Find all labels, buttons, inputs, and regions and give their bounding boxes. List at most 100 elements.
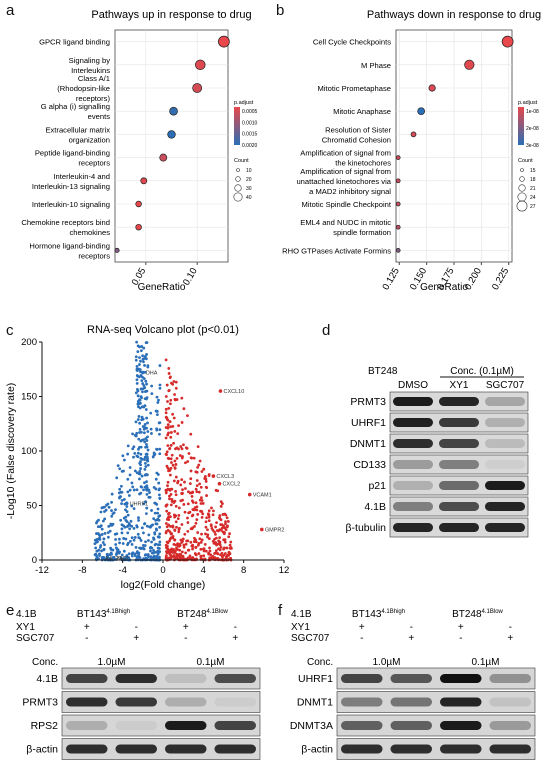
c-volcano-point xyxy=(136,532,140,536)
c-volcano-point xyxy=(184,542,188,546)
c-volcano-point xyxy=(145,524,149,528)
c-volcano-point xyxy=(166,423,170,427)
c-volcano-point xyxy=(170,555,174,558)
c-volcano-point xyxy=(176,548,179,551)
a-chart-title: Pathways up in response to drug xyxy=(91,9,251,21)
c-volcano-point xyxy=(219,504,223,508)
c-volcano-point xyxy=(149,411,153,415)
c-volcano-point xyxy=(144,500,147,504)
a-legend-color-tick: 0.0005 xyxy=(242,109,258,115)
f-group-label: BT2484.1Blow xyxy=(452,609,503,620)
c-chart-title: RNA-seq Volcano plot (p<0.01) xyxy=(87,324,239,336)
c-volcano-point xyxy=(145,506,149,510)
c-volcano-point xyxy=(156,552,160,556)
c-volcano-point xyxy=(139,491,143,495)
c-volcano-point xyxy=(156,507,160,511)
c-volcano-point xyxy=(184,446,188,450)
c-volcano-point xyxy=(171,535,175,538)
d-row-label: β-tubulin xyxy=(346,522,387,534)
c-labeled-point xyxy=(211,474,216,478)
c-volcano-point xyxy=(141,382,145,385)
f-treatment-label: XY1 xyxy=(291,622,310,633)
c-volcano-point xyxy=(133,552,137,556)
c-volcano-point xyxy=(223,540,227,544)
c-volcano-point xyxy=(120,502,123,506)
c-volcano-point xyxy=(124,515,128,519)
c-volcano-point xyxy=(204,532,207,536)
c-volcano-point xyxy=(209,524,213,528)
f-blot-band xyxy=(489,697,531,707)
f-conc-label: Conc. xyxy=(307,657,333,668)
c-volcano-point xyxy=(117,551,121,555)
c-volcano-point xyxy=(138,398,142,402)
c-volcano-point xyxy=(218,536,221,540)
f-blot-band xyxy=(489,744,531,754)
c-volcano-point xyxy=(199,485,203,489)
f-blot-band xyxy=(489,674,531,683)
e-blot-band xyxy=(165,721,207,730)
c-volcano-point xyxy=(117,537,121,541)
b-legend-size-tick: 27 xyxy=(530,204,536,210)
c-volcano-point xyxy=(135,471,139,475)
d-blot-band xyxy=(439,439,479,448)
c-gene-label: IGF2 xyxy=(117,556,129,562)
c-volcano-point xyxy=(135,368,139,372)
c-volcano-point xyxy=(195,505,199,509)
b-legend-size-tick: 18 xyxy=(530,177,536,183)
c-volcano-point xyxy=(196,512,200,516)
c-volcano-point xyxy=(139,395,143,398)
e-blot-band xyxy=(214,674,256,683)
a-legend-colorbar xyxy=(234,107,240,145)
c-volcano-point xyxy=(164,488,168,492)
c-volcano-point xyxy=(220,555,224,558)
b-legend-size-dot xyxy=(519,176,525,182)
b-legend-color-tick: 2e-08 xyxy=(526,126,539,132)
c-volcano-point xyxy=(179,483,183,487)
c-volcano-point xyxy=(216,552,220,556)
c-labeled-point xyxy=(141,370,145,375)
c-volcano-point xyxy=(180,491,184,495)
c-volcano-point xyxy=(144,445,147,449)
c-volcano-point xyxy=(135,488,139,492)
f-group-conc: 1.0µM xyxy=(373,657,401,668)
d-blot-band xyxy=(439,460,479,469)
c-volcano-point xyxy=(199,502,203,505)
c-volcano-point xyxy=(126,490,130,494)
c-volcano-point xyxy=(227,553,231,557)
c-volcano-point xyxy=(224,522,227,526)
a-legend-size-dot xyxy=(236,168,240,172)
e-blot-band xyxy=(214,721,256,730)
c-volcano-point xyxy=(133,434,137,437)
c-volcano-point xyxy=(182,443,185,447)
f-treatment-label: SGC707 xyxy=(291,633,330,644)
e-treatment-label: XY1 xyxy=(16,622,35,633)
c-volcano-point xyxy=(129,539,132,543)
d-blot-band xyxy=(439,481,479,490)
d-blot-band xyxy=(485,439,525,448)
c-volcano-point xyxy=(136,451,140,455)
c-volcano-point xyxy=(144,540,147,544)
f-group-conc: 0.1µM xyxy=(472,657,500,668)
c-volcano-point xyxy=(115,548,119,551)
panel-f-letter: f xyxy=(278,602,283,619)
c-volcano-point xyxy=(167,406,171,410)
c-volcano-point xyxy=(143,440,147,444)
c-volcano-point xyxy=(108,529,112,533)
a-dot xyxy=(167,130,176,139)
c-volcano-point xyxy=(137,518,140,522)
c-volcano-point xyxy=(141,417,145,421)
c-volcano-point xyxy=(191,513,195,517)
c-volcano-point xyxy=(155,427,159,431)
a-dot xyxy=(135,200,142,208)
c-volcano-point xyxy=(139,430,143,434)
c-volcano-point xyxy=(135,551,139,555)
e-group-conc: 1.0µM xyxy=(98,657,126,668)
c-volcano-point xyxy=(135,431,139,435)
a-legend-size-dot xyxy=(235,176,241,182)
c-volcano-point xyxy=(173,538,177,542)
b-legend-color-tick: 3e-08 xyxy=(526,143,539,149)
c-volcano-point xyxy=(180,421,184,424)
c-volcano-point xyxy=(110,509,113,512)
c-volcano-point xyxy=(139,401,142,405)
c-volcano-point xyxy=(173,459,177,463)
